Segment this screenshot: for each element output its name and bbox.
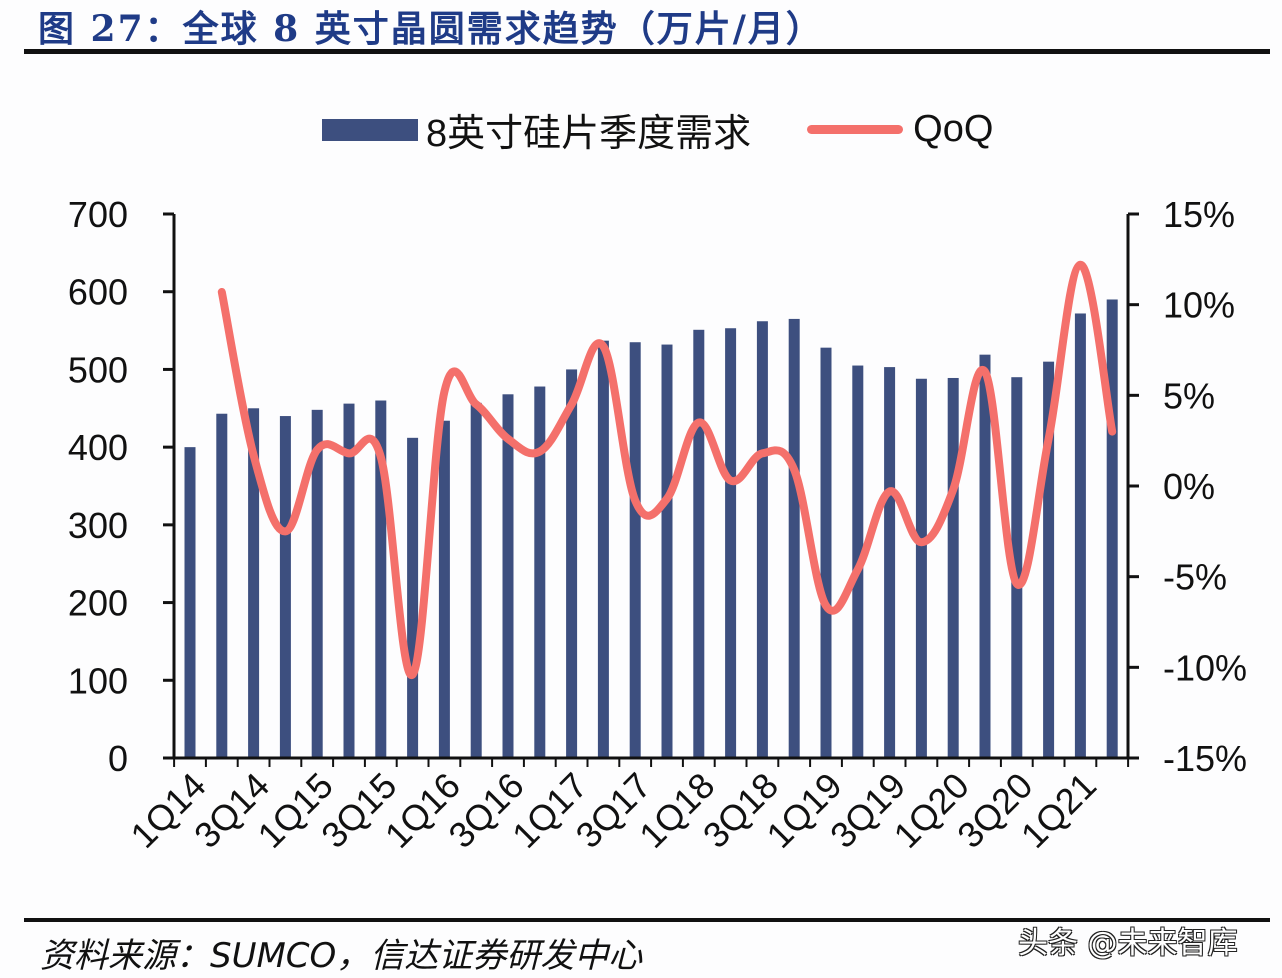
right-tick-label: 10% <box>1163 285 1235 326</box>
axes <box>164 214 1138 760</box>
bar-2Q21 <box>1106 299 1118 758</box>
bar-1Q21 <box>1074 313 1086 758</box>
left-axis-ticks: 0 100 200 300 400 500 600 700 <box>68 194 174 779</box>
bar-4Q19 <box>915 378 927 758</box>
x-axis-labels: 1Q143Q141Q153Q151Q163Q161Q173Q171Q183Q18… <box>122 765 1104 856</box>
x-tick-label: 1Q21 <box>1013 765 1104 856</box>
bar-2Q15 <box>343 403 355 758</box>
left-tick-label: 700 <box>68 194 128 235</box>
left-tick-label: 200 <box>68 583 128 624</box>
bar-3Q18 <box>756 321 768 758</box>
bar-4Q14 <box>279 416 291 758</box>
bar-2Q14 <box>216 413 228 758</box>
bar-3Q15 <box>375 400 387 758</box>
source-note: 资料来源：SUMCO，信达证券研发中心 <box>40 936 643 976</box>
bar-1Q17 <box>566 369 578 758</box>
bar-3Q19 <box>884 367 896 758</box>
bar-1Q16 <box>438 420 450 758</box>
watermark: 头条 @未来智库 <box>1018 926 1238 961</box>
top-rule-divider <box>24 49 1270 54</box>
left-tick-label: 100 <box>68 660 128 701</box>
chart-title: 图 27：全球 8 英寸晶圆需求趋势（万片/月） <box>38 8 824 50</box>
bar-1Q15 <box>311 409 323 758</box>
bar-series <box>184 299 1118 758</box>
left-tick-label: 500 <box>68 349 128 390</box>
bar-3Q20 <box>1011 377 1023 758</box>
qoq-line-series <box>217 260 1117 679</box>
left-tick-label: 600 <box>68 272 128 313</box>
left-tick-label: 400 <box>68 427 128 468</box>
bar-3Q16 <box>502 394 514 758</box>
right-tick-label: 15% <box>1163 194 1235 235</box>
right-tick-label: 5% <box>1163 375 1215 416</box>
left-tick-label: 0 <box>108 738 128 779</box>
bar-3Q17 <box>629 342 641 758</box>
bar-4Q18 <box>788 318 800 758</box>
bar-2Q16 <box>470 402 482 758</box>
right-axis-ticks: -15% -10% -5% 0% 5% 10% 15% <box>1128 194 1247 779</box>
bar-2Q18 <box>725 328 737 758</box>
right-tick-label: -15% <box>1163 738 1247 779</box>
bar-4Q15 <box>407 437 419 758</box>
legend-bar-label: 8英寸硅片季度需求 <box>426 113 752 155</box>
bottom-rule-divider <box>24 918 1270 922</box>
x-axis-ticks <box>173 758 1130 767</box>
right-tick-label: -10% <box>1163 647 1247 688</box>
bar-1Q14 <box>184 447 196 758</box>
bar-2Q20 <box>979 354 991 758</box>
bar-3Q14 <box>248 408 260 758</box>
right-tick-label: -5% <box>1163 557 1227 598</box>
legend-line-label: QoQ <box>913 108 994 150</box>
bar-4Q17 <box>661 344 673 758</box>
bar-4Q20 <box>1043 361 1055 758</box>
legend-line-swatch <box>807 125 904 134</box>
chart-legend: 8英寸硅片季度需求 QoQ <box>322 102 993 157</box>
legend-bar-swatch <box>322 118 418 141</box>
bar-1Q18 <box>693 329 705 758</box>
bar-1Q20 <box>947 377 959 758</box>
bar-1Q19 <box>820 347 832 758</box>
right-tick-label: 0% <box>1163 466 1215 507</box>
bar-4Q16 <box>534 386 546 758</box>
bar-2Q17 <box>597 340 609 758</box>
left-tick-label: 300 <box>68 505 128 546</box>
